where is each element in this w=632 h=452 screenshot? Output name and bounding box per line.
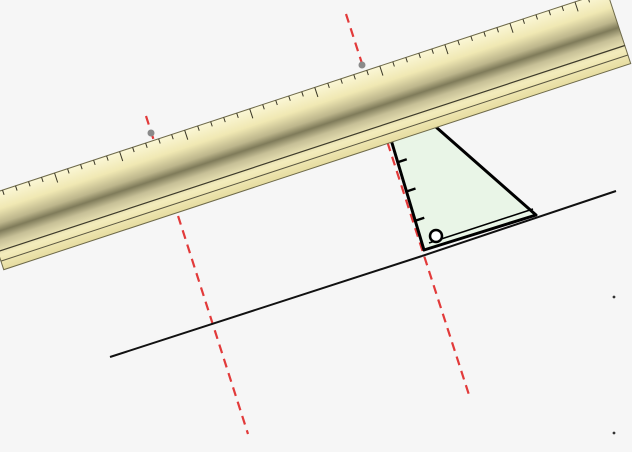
- ruler-tick: [223, 117, 226, 123]
- ruler-tick: [15, 185, 18, 191]
- base-line-lower[interactable]: [109, 255, 423, 358]
- set-square-mark: [397, 158, 408, 164]
- ruler-tick: [392, 61, 395, 67]
- ruler-tick: [327, 82, 330, 89]
- ruler-scale-ticks: [2, 0, 591, 195]
- ruler-tick: [574, 1, 579, 12]
- ruler-tick: [236, 112, 239, 119]
- ruler-tick: [171, 134, 174, 140]
- ruler-tick: [353, 74, 356, 80]
- ruler-tick: [184, 130, 189, 140]
- stray-point: [612, 431, 616, 435]
- ruler-tick: [262, 104, 265, 110]
- ruler-tick: [366, 70, 369, 76]
- ruler-tick: [587, 0, 591, 3]
- ruler-tick: [145, 142, 148, 148]
- base-line-upper[interactable]: [421, 190, 617, 257]
- set-square-mark: [406, 187, 416, 193]
- ruler-tick: [418, 53, 421, 59]
- ruler-tick: [93, 159, 96, 166]
- ruler-tick: [379, 65, 384, 76]
- ruler-tick: [340, 78, 343, 84]
- ruler-edge-line: [0, 44, 625, 253]
- ruler-tick: [405, 57, 408, 63]
- ruler-tick: [444, 44, 449, 55]
- ruler-tick: [41, 177, 44, 183]
- set-square-body[interactable]: [387, 118, 538, 252]
- ruler-tick: [249, 108, 254, 119]
- ruler-tick: [431, 48, 434, 54]
- ruler-edge-line-2: [0, 54, 629, 262]
- ruler-tick: [535, 14, 538, 20]
- circle-handle-icon[interactable]: [428, 228, 444, 244]
- pivot-dot-right[interactable]: [358, 61, 366, 69]
- pivot-dot-left[interactable]: [147, 129, 155, 137]
- ruler-tick: [132, 147, 135, 153]
- ruler-icon[interactable]: [0, 0, 632, 271]
- ruler-tick: [314, 87, 319, 98]
- ruler-tick: [67, 168, 70, 174]
- ruler-tick: [2, 189, 5, 195]
- ruler-tick: [457, 40, 460, 46]
- ruler-tick: [275, 100, 278, 106]
- ruler-tick: [210, 121, 213, 127]
- set-square-scale-marks: [397, 158, 425, 222]
- set-square-icon[interactable]: [387, 118, 538, 252]
- ruler-tick: [509, 23, 514, 33]
- ruler-tick: [28, 181, 31, 187]
- ruler-tick: [106, 155, 109, 161]
- ruler-body[interactable]: [0, 0, 632, 271]
- ruler-tick: [158, 138, 161, 144]
- ruler-tick: [522, 18, 525, 24]
- ruler-tick: [197, 125, 200, 131]
- ruler-tick: [548, 10, 551, 16]
- ruler-tick: [54, 172, 59, 183]
- ruler-tick: [80, 164, 83, 170]
- ruler-tick: [470, 35, 473, 42]
- ruler-tick: [301, 91, 304, 97]
- ruler-tick: [496, 27, 499, 33]
- ruler-tick: [483, 31, 486, 37]
- set-square-inner-edge: [428, 208, 534, 244]
- ruler-tick: [119, 151, 124, 162]
- ruler-tick: [288, 95, 291, 101]
- guide-line-left[interactable]: [144, 115, 250, 435]
- stray-point: [612, 295, 616, 299]
- ruler-tick: [561, 5, 564, 12]
- set-square-mark: [414, 216, 425, 222]
